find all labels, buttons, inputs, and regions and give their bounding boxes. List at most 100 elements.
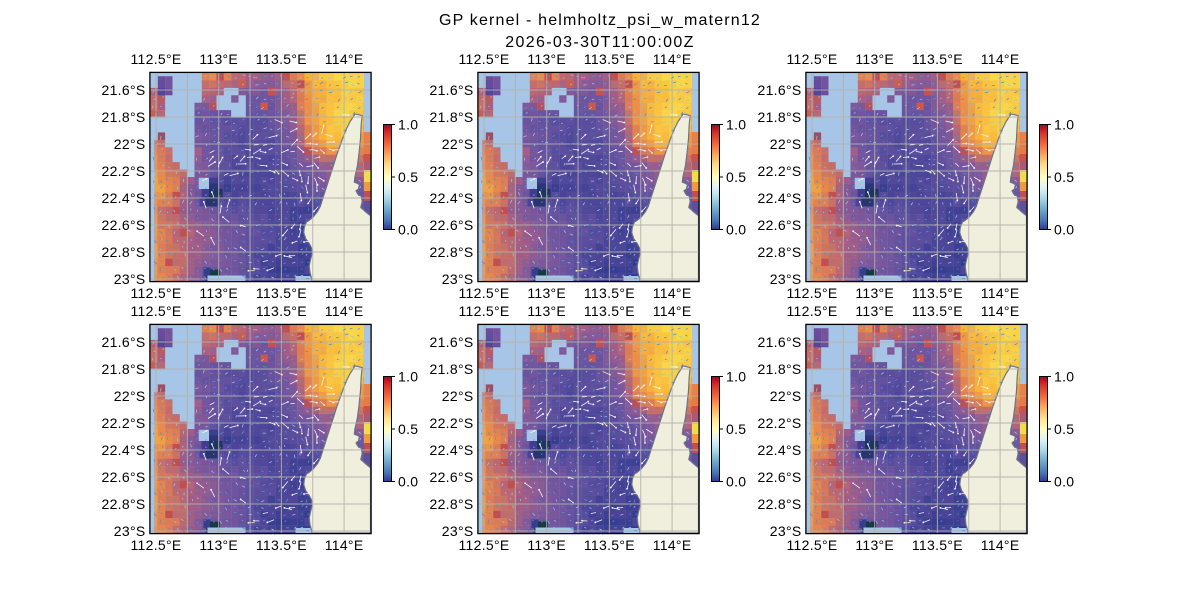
svg-text:21.8°S: 21.8°S [430, 109, 474, 125]
svg-text:22.6°S: 22.6°S [430, 217, 474, 233]
svg-text:23°S: 23°S [770, 271, 802, 287]
svg-text:113°E: 113°E [527, 51, 566, 67]
svg-text:GP kernel - helmholtz_psi_w_ma: GP kernel - helmholtz_psi_w_matern12 [439, 12, 761, 29]
svg-text:0.0: 0.0 [398, 474, 418, 490]
svg-text:114°E: 114°E [325, 51, 364, 67]
svg-text:113°E: 113°E [527, 285, 566, 301]
svg-text:0.0: 0.0 [1054, 222, 1074, 238]
svg-text:113°E: 113°E [199, 51, 238, 67]
svg-text:22.4°S: 22.4°S [430, 190, 474, 206]
svg-text:21.6°S: 21.6°S [430, 82, 474, 98]
svg-text:113.5°E: 113.5°E [584, 51, 635, 67]
svg-text:21.6°S: 21.6°S [758, 334, 802, 350]
svg-text:113°E: 113°E [855, 537, 894, 553]
svg-text:22.2°S: 22.2°S [102, 163, 146, 179]
svg-text:113.5°E: 113.5°E [584, 285, 635, 301]
svg-text:23°S: 23°S [770, 523, 802, 539]
svg-text:21.6°S: 21.6°S [430, 334, 474, 350]
svg-text:22°S: 22°S [442, 388, 474, 404]
svg-text:22°S: 22°S [442, 136, 474, 152]
svg-text:22.8°S: 22.8°S [102, 496, 146, 512]
svg-text:22.6°S: 22.6°S [758, 217, 802, 233]
svg-text:22°S: 22°S [114, 388, 146, 404]
svg-text:113.5°E: 113.5°E [584, 537, 635, 553]
svg-text:0.5: 0.5 [398, 421, 418, 437]
svg-text:0.5: 0.5 [726, 421, 746, 437]
svg-text:23°S: 23°S [442, 271, 474, 287]
svg-text:0.0: 0.0 [398, 222, 418, 238]
svg-text:1.0: 1.0 [726, 117, 746, 133]
svg-text:114°E: 114°E [653, 51, 692, 67]
svg-text:22.4°S: 22.4°S [102, 442, 146, 458]
svg-text:23°S: 23°S [114, 271, 146, 287]
svg-text:0.0: 0.0 [1054, 474, 1074, 490]
svg-text:21.8°S: 21.8°S [758, 361, 802, 377]
svg-text:114°E: 114°E [325, 537, 364, 553]
svg-text:22.6°S: 22.6°S [758, 469, 802, 485]
svg-text:114°E: 114°E [653, 285, 692, 301]
svg-text:0.0: 0.0 [726, 222, 746, 238]
svg-text:22°S: 22°S [114, 136, 146, 152]
svg-text:22°S: 22°S [770, 388, 802, 404]
svg-text:114°E: 114°E [653, 537, 692, 553]
svg-text:114°E: 114°E [981, 303, 1020, 319]
svg-text:1.0: 1.0 [398, 117, 418, 133]
svg-text:112.5°E: 112.5°E [786, 537, 837, 553]
svg-text:112.5°E: 112.5°E [130, 285, 181, 301]
svg-text:22.8°S: 22.8°S [758, 244, 802, 260]
svg-text:22.4°S: 22.4°S [102, 190, 146, 206]
svg-text:22.4°S: 22.4°S [758, 442, 802, 458]
svg-text:22.6°S: 22.6°S [102, 469, 146, 485]
svg-text:113.5°E: 113.5°E [584, 303, 635, 319]
svg-text:112.5°E: 112.5°E [130, 51, 181, 67]
svg-text:112.5°E: 112.5°E [458, 537, 509, 553]
svg-text:2026-03-30T11:00:00Z: 2026-03-30T11:00:00Z [505, 34, 694, 51]
svg-text:22.6°S: 22.6°S [430, 469, 474, 485]
svg-text:22.2°S: 22.2°S [758, 163, 802, 179]
svg-text:113.5°E: 113.5°E [256, 303, 307, 319]
svg-text:22.8°S: 22.8°S [102, 244, 146, 260]
svg-text:0.5: 0.5 [1054, 169, 1074, 185]
svg-text:1.0: 1.0 [726, 369, 746, 385]
svg-text:113.5°E: 113.5°E [256, 285, 307, 301]
svg-text:114°E: 114°E [325, 285, 364, 301]
svg-text:22.4°S: 22.4°S [430, 442, 474, 458]
svg-text:1.0: 1.0 [398, 369, 418, 385]
svg-text:113.5°E: 113.5°E [912, 303, 963, 319]
svg-text:113.5°E: 113.5°E [912, 285, 963, 301]
svg-text:113°E: 113°E [855, 285, 894, 301]
svg-text:0.5: 0.5 [398, 169, 418, 185]
svg-text:21.6°S: 21.6°S [102, 82, 146, 98]
svg-text:113°E: 113°E [199, 285, 238, 301]
svg-text:112.5°E: 112.5°E [786, 303, 837, 319]
svg-text:22.8°S: 22.8°S [758, 496, 802, 512]
svg-text:113.5°E: 113.5°E [256, 537, 307, 553]
svg-text:22.2°S: 22.2°S [758, 415, 802, 431]
svg-text:114°E: 114°E [653, 303, 692, 319]
svg-text:22.2°S: 22.2°S [430, 163, 474, 179]
svg-text:1.0: 1.0 [1054, 369, 1074, 385]
svg-text:112.5°E: 112.5°E [458, 51, 509, 67]
svg-text:0.5: 0.5 [726, 169, 746, 185]
svg-text:114°E: 114°E [981, 51, 1020, 67]
svg-text:21.6°S: 21.6°S [758, 82, 802, 98]
svg-text:22.2°S: 22.2°S [102, 415, 146, 431]
svg-text:21.8°S: 21.8°S [102, 361, 146, 377]
svg-text:112.5°E: 112.5°E [786, 51, 837, 67]
svg-text:113°E: 113°E [199, 303, 238, 319]
svg-text:112.5°E: 112.5°E [786, 285, 837, 301]
svg-text:113.5°E: 113.5°E [912, 537, 963, 553]
svg-text:21.6°S: 21.6°S [102, 334, 146, 350]
svg-text:113°E: 113°E [199, 537, 238, 553]
svg-text:0.5: 0.5 [1054, 421, 1074, 437]
svg-text:113°E: 113°E [527, 303, 566, 319]
svg-text:112.5°E: 112.5°E [130, 303, 181, 319]
svg-text:112.5°E: 112.5°E [130, 537, 181, 553]
svg-text:113°E: 113°E [855, 51, 894, 67]
svg-text:22°S: 22°S [770, 136, 802, 152]
svg-text:112.5°E: 112.5°E [458, 285, 509, 301]
svg-text:114°E: 114°E [981, 285, 1020, 301]
svg-text:0.0: 0.0 [726, 474, 746, 490]
svg-text:114°E: 114°E [981, 537, 1020, 553]
svg-text:22.6°S: 22.6°S [102, 217, 146, 233]
